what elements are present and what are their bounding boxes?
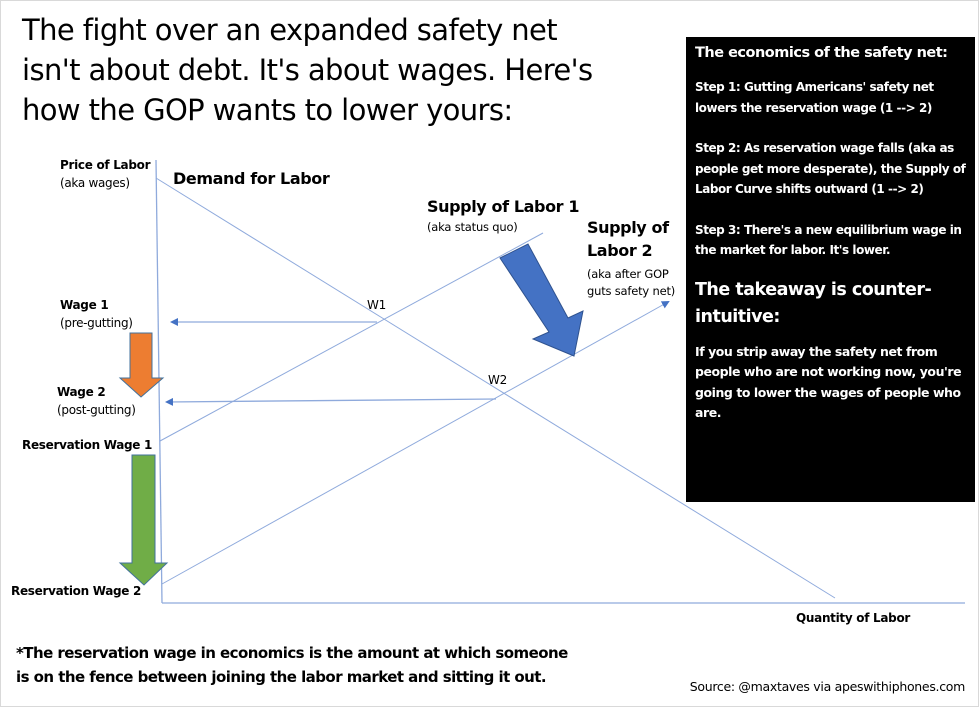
x-axis-label: Quantity of Labor [796, 611, 911, 625]
panel-title: The economics of the safety net: [695, 45, 948, 61]
supply-2-label-line-2: Labor 2 [587, 241, 653, 260]
footnote: *The reservation wage in economics is th… [16, 641, 568, 689]
supply-2-label-line-1: Supply of [587, 218, 669, 237]
wage-1-label: Wage 1 [60, 298, 109, 312]
explanation-panel: The economics of the safety net: Step 1:… [686, 37, 975, 502]
supply-curve-1 [159, 232, 544, 442]
supply-2-sublabel-line-2: guts safety net) [587, 284, 676, 298]
supply-shift-arrow [499, 243, 584, 357]
panel-takeaway: The takeaway is counter-intuitive: [695, 279, 932, 327]
panel-step-3: Step 3: There's a new equilibrium wage i… [695, 222, 962, 258]
wage-drop-arrow [118, 332, 165, 398]
equilibrium-w2-label: W2 [488, 373, 507, 387]
headline-line-3: how the GOP wants to lower yours: [22, 93, 513, 127]
panel-step-1: Step 1: Gutting Americans' safety net lo… [695, 80, 934, 115]
supply-1-sublabel: (aka status quo) [427, 220, 518, 234]
supply-curve-2 [161, 301, 670, 585]
footnote-line-1: *The reservation wage in economics is th… [16, 644, 568, 662]
wage-1-sublabel: (pre-gutting) [60, 316, 133, 330]
demand-label: Demand for Labor [173, 169, 330, 188]
panel-step-2: Step 2: As reservation wage falls (aka a… [695, 141, 966, 196]
source-credit: Source: @maxtaves via apeswithiphones.co… [689, 679, 966, 694]
headline: The fight over an expanded safety net is… [22, 10, 662, 130]
panel-body: If you strip away the safety net from pe… [695, 343, 962, 421]
y-axis-sublabel: (aka wages) [60, 176, 130, 190]
wage-2-arrow [165, 397, 497, 406]
reservation-wage-drop-arrow [118, 454, 169, 586]
equilibrium-w1-label: W1 [367, 298, 386, 312]
supply-2-sublabel-line-1: (aka after GOP [587, 267, 669, 281]
supply-1-label: Supply of Labor 1 [427, 197, 580, 216]
reservation-wage-1-label: Reservation Wage 1 [22, 438, 153, 452]
headline-line-1: The fight over an expanded safety net [22, 13, 558, 47]
y-axis-label: Price of Labor [60, 158, 151, 172]
footnote-line-2: is on the fence between joining the labo… [16, 668, 547, 686]
headline-line-2: isn't about debt. It's about wages. Here… [22, 53, 593, 87]
reservation-wage-2-label: Reservation Wage 2 [11, 584, 142, 598]
wage-2-sublabel: (post-gutting) [57, 403, 136, 417]
wage-2-label: Wage 2 [57, 385, 106, 399]
demand-curve [155, 177, 836, 599]
